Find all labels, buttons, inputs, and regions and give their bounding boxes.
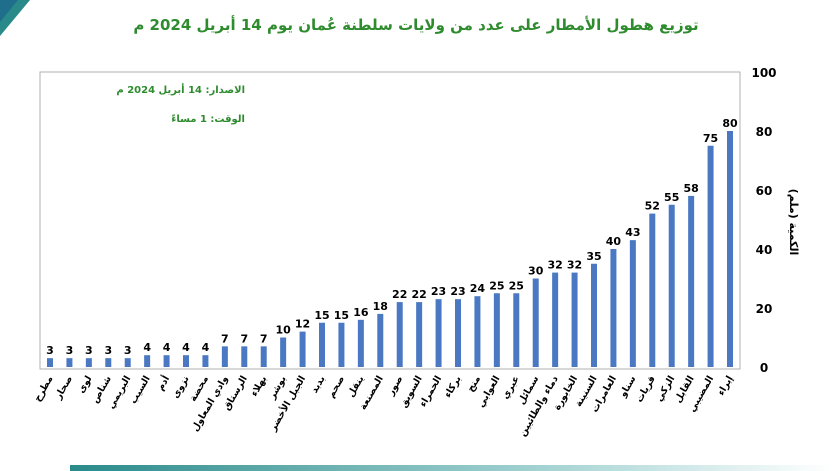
data-label: 4 (202, 341, 210, 354)
x-tick-label: أدم (153, 373, 172, 393)
bar-صور (396, 302, 403, 367)
x-tick-label: لوى (76, 374, 95, 395)
bar-شناص (105, 358, 112, 367)
bar-منح (474, 296, 481, 367)
y-tick-label: 0 (760, 361, 768, 375)
x-tick-label: صحم (326, 374, 347, 400)
bar-أدم (163, 355, 170, 367)
bar-لوى (85, 358, 92, 367)
bar-البريمي (124, 358, 131, 367)
bar-قريات (649, 213, 656, 367)
data-label: 3 (46, 344, 54, 357)
bar-القابل (688, 195, 695, 367)
bar-صحم (338, 322, 345, 367)
bar-سناو (629, 240, 636, 367)
bar-بدبد (319, 322, 325, 367)
bar-دماء والطائيين (552, 272, 559, 367)
bar-السيب (144, 355, 151, 367)
bar-المصنعة (377, 313, 384, 367)
data-label: 7 (260, 332, 268, 345)
data-label: 22 (411, 288, 426, 301)
bar-العامرات (610, 249, 617, 367)
data-label: 15 (314, 309, 329, 322)
data-label: 30 (528, 265, 544, 278)
data-label: 75 (703, 132, 718, 145)
bar-وادي المعاول (221, 346, 228, 367)
data-label: 18 (373, 300, 388, 313)
data-label: 25 (509, 279, 524, 292)
data-label: 22 (392, 288, 407, 301)
bar-بوشر (280, 337, 287, 367)
bar-العوابي (493, 293, 500, 367)
data-label: 58 (683, 182, 698, 195)
data-label: 3 (124, 344, 132, 357)
bar-صحار (66, 358, 73, 367)
data-label: 32 (567, 259, 582, 272)
bar-سمائل (532, 278, 539, 367)
data-label: 55 (664, 191, 679, 204)
bar-الجبل الأخضر (299, 331, 306, 367)
y-tick-label: 60 (756, 184, 773, 198)
data-label: 35 (586, 250, 601, 263)
bar-إبراء (727, 131, 733, 367)
bar-ينقل (357, 319, 364, 367)
time-note: الوقت: 1 مساءً (171, 114, 245, 125)
bar-الزكي (668, 204, 675, 367)
plot-area (39, 71, 741, 370)
y-tick-label: 100 (751, 66, 776, 80)
bar-مطرح (47, 358, 53, 367)
data-label: 4 (143, 341, 151, 354)
bar-عبري (513, 293, 520, 367)
data-label: 43 (625, 226, 640, 239)
chart-title: توزيع هطول الأمطار على عدد من ولايات سلط… (133, 16, 699, 34)
bottom-decoration (70, 465, 832, 471)
data-label: 3 (104, 344, 112, 357)
data-label: 23 (431, 285, 446, 298)
data-label: 23 (450, 285, 465, 298)
x-tick-label: الجبل الأخضر (266, 374, 308, 434)
data-label: 32 (547, 259, 562, 272)
bar-السنينة (591, 263, 597, 367)
data-label: 25 (489, 279, 504, 292)
data-label: 52 (645, 200, 660, 213)
data-label: 80 (722, 117, 738, 130)
corner-decoration-inner (0, 0, 18, 22)
bar-المضيبي (707, 145, 714, 367)
data-label: 3 (66, 344, 74, 357)
x-tick-label: إبراء (716, 374, 736, 398)
bar-بهلاء (260, 346, 267, 367)
x-tick-label: مطرح (32, 374, 56, 404)
data-label: 12 (295, 318, 310, 331)
issue-date-note: الاصدار: 14 أبريل 2024 م (116, 85, 245, 96)
y-tick-label: 20 (756, 302, 773, 316)
data-label: 7 (240, 332, 248, 345)
data-label: 4 (163, 341, 171, 354)
x-tick-label: بركاء (442, 374, 463, 400)
x-tick-label: صحار (52, 374, 75, 402)
x-tick-label: بدبد (309, 374, 328, 395)
data-label: 10 (275, 324, 291, 337)
data-label: 7 (221, 332, 229, 345)
x-tick-label: منح (465, 374, 483, 394)
x-tick-label: قريات (634, 374, 658, 404)
data-label: 24 (470, 282, 486, 295)
bar-الرستاق (241, 346, 248, 367)
bar-محضة (202, 355, 209, 367)
y-tick-label: 40 (756, 243, 773, 257)
bar-السويق (416, 302, 423, 367)
data-label: 16 (353, 306, 369, 319)
bar-الخابورة (571, 272, 578, 367)
y-tick-label: 80 (756, 125, 773, 139)
data-label: 15 (334, 309, 349, 322)
data-label: 3 (85, 344, 93, 357)
y-axis-label: الكمية (ملم) (787, 189, 800, 256)
bar-بركاء (455, 299, 461, 367)
bar-الحمراء (435, 299, 442, 367)
data-label: 4 (182, 341, 190, 354)
data-label: 40 (606, 235, 622, 248)
bar-نزوى (183, 355, 189, 367)
